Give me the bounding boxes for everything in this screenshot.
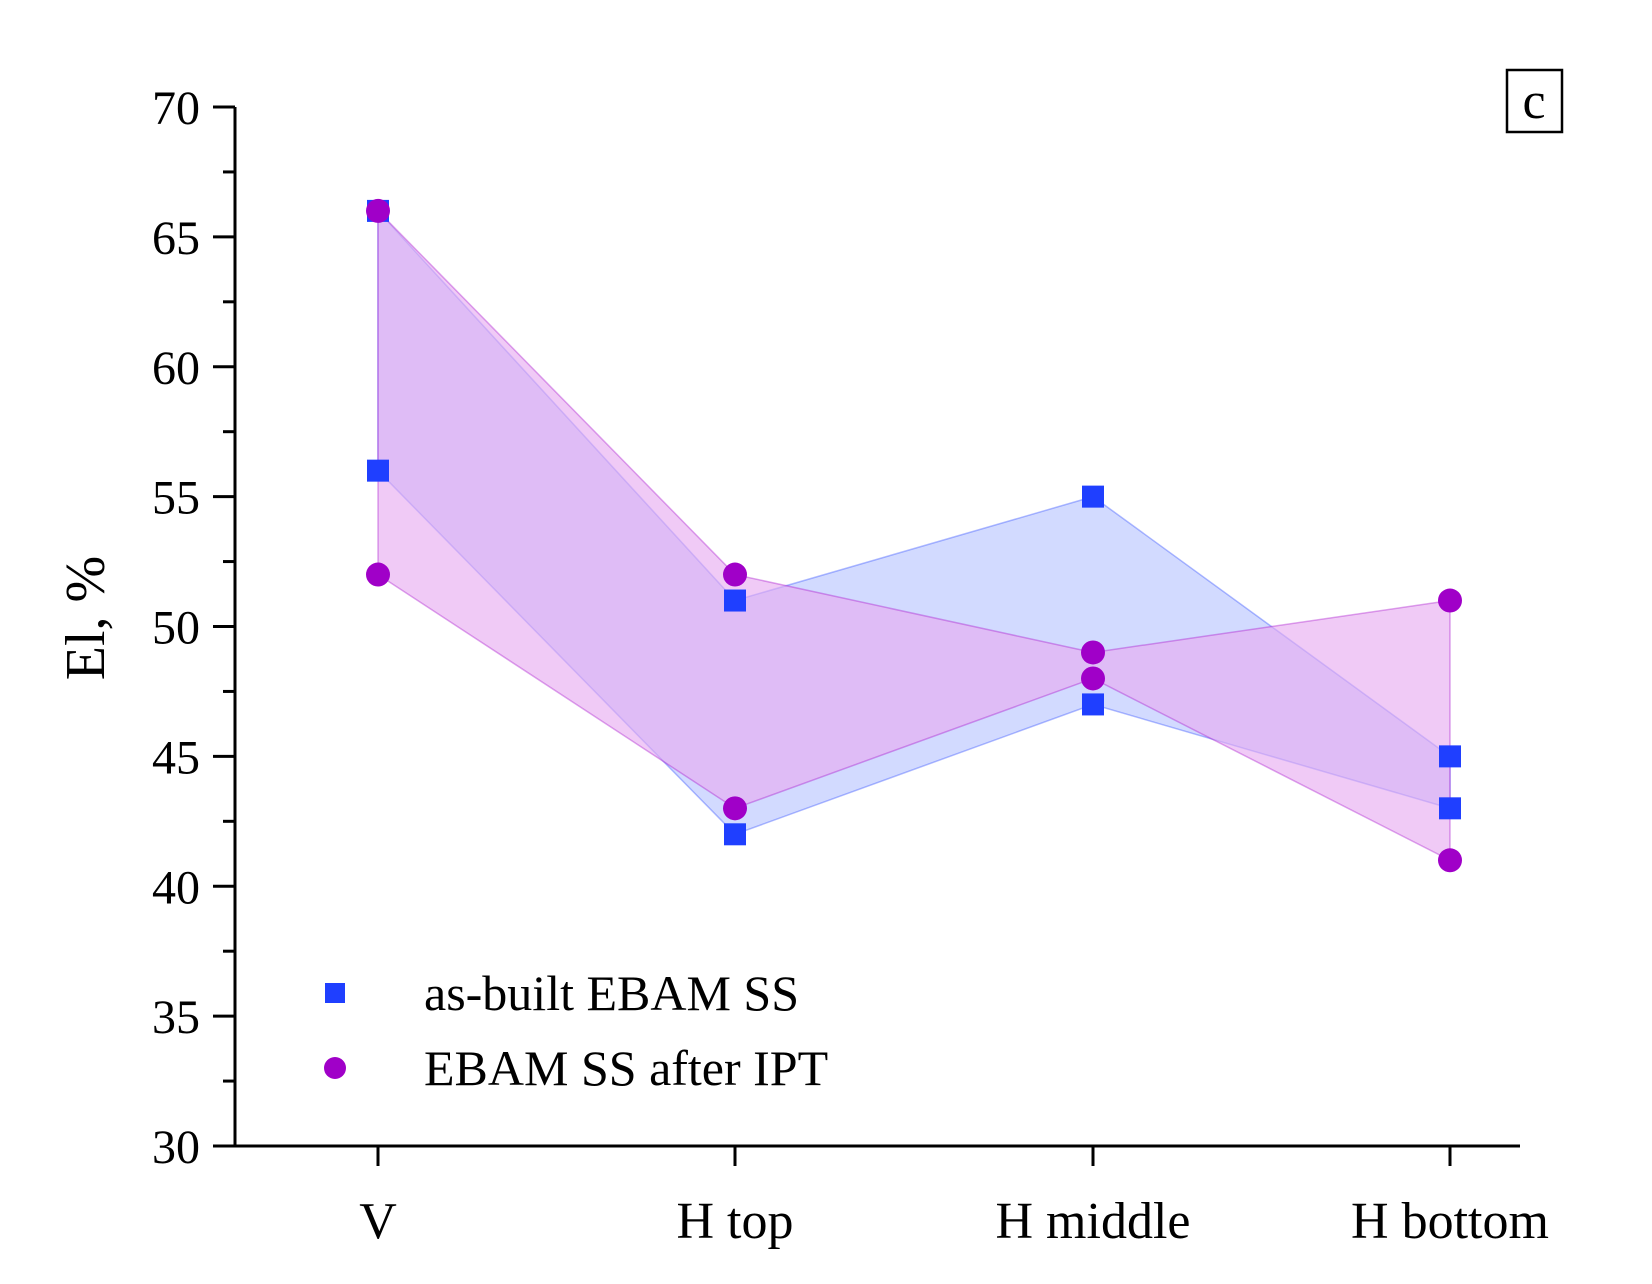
y-tick-label: 45 [152,731,200,784]
point-as-built-lower [724,823,746,846]
y-tick-label: 40 [152,861,200,914]
point-as-built-upper [1082,485,1104,508]
y-tick-label: 50 [152,602,200,655]
y-tick-label: 65 [152,212,200,265]
x-tick-label: V [359,1193,397,1250]
bands-layer [377,208,1451,862]
axes-layer: 30 35 40 45 50 55 60 65 70 V H top H middle H bottom [152,82,1549,1250]
point-as-built-lower [1439,797,1461,820]
point-after-ipt-upper [366,198,390,223]
point-after-ipt-upper [723,562,747,587]
legend-label-as-built: as-built EBAM SS [424,965,799,1021]
y-tick-label: 35 [152,991,200,1044]
point-as-built-upper [724,589,746,612]
point-after-ipt-lower [366,562,390,587]
y-tick-label: 55 [152,472,200,525]
legend-marker-as-built [325,983,345,1003]
point-after-ipt-upper [1081,640,1105,665]
point-after-ipt-lower [1438,848,1462,873]
point-as-built-lower [367,459,389,482]
panel-label-box: c [1505,68,1564,134]
point-as-built-upper [1439,745,1461,768]
legend-label-after-ipt: EBAM SS after IPT [424,1040,828,1096]
point-after-ipt-upper [1438,588,1462,613]
y-tick-label: 30 [152,1121,200,1174]
x-tick-label: H top [677,1193,794,1250]
y-tick-label: 70 [152,82,200,135]
legend-marker-after-ipt [324,1057,346,1079]
x-tick-label: H bottom [1351,1193,1549,1250]
y-tick-label: 60 [152,342,200,395]
x-tick-label: H middle [996,1193,1191,1250]
panel-label: c [1522,73,1545,130]
markers-layer [366,198,1462,873]
legend: as-built EBAM SS EBAM SS after IPT [324,965,828,1096]
panel-label-frame [1505,68,1564,134]
point-as-built-lower [1082,693,1104,716]
point-after-ipt-lower [1081,666,1105,691]
y-axis-title: El, % [55,556,117,680]
point-after-ipt-lower [723,796,747,821]
